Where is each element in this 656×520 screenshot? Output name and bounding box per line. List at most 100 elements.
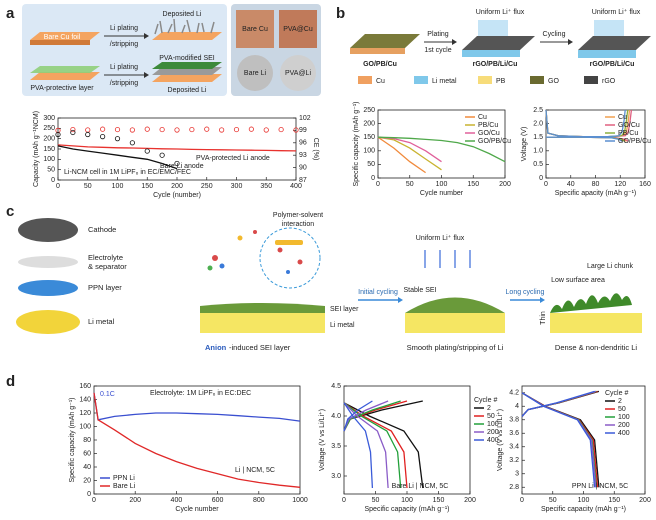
annotation: 0.1C [100, 391, 115, 398]
separator [18, 256, 78, 268]
label: Bare Cu [242, 26, 268, 33]
li-edge [578, 50, 636, 58]
y-tick-label: 100 [363, 148, 375, 155]
data-line [93, 392, 301, 488]
label: rGO [602, 78, 616, 85]
x-tick-label: 120 [614, 181, 626, 188]
li-slab [200, 313, 325, 333]
panel-a-diagram: Deposited Li Bare Cu foil Li plating /st… [22, 4, 321, 96]
x-tick-label: 150 [467, 181, 479, 188]
legend-label: GO/PB/Cu [478, 138, 511, 145]
annotation: Electrolyte: 1M LiPF₆ in EC:DEC [150, 390, 251, 397]
cu-foil [30, 72, 100, 80]
y-tick-label: 40 [83, 464, 91, 471]
y-tick-label: 200 [363, 120, 375, 127]
y-axis-label: Capacity (mAh g⁻¹NCM) [33, 111, 40, 187]
data-point [55, 131, 61, 138]
label: PVA-modified SEI [159, 55, 215, 62]
data-point [248, 126, 254, 132]
swatch [358, 76, 372, 84]
x-tick-label: 40 [567, 181, 575, 188]
y-tick-label: 3.0 [331, 473, 341, 480]
label: Deposited Li [168, 87, 207, 94]
x-tick-label: 150 [433, 497, 445, 504]
y2-tick-label: 87 [299, 177, 307, 184]
x-tick-label: 200 [499, 181, 511, 188]
y-tick-label: 0 [539, 175, 543, 182]
y-tick-label: 0 [371, 175, 375, 182]
data-point [174, 160, 180, 167]
cathode [18, 218, 78, 242]
label: Initial cycling [358, 289, 398, 296]
polymer [275, 240, 303, 245]
y-tick-label: 3 [515, 471, 519, 478]
label: /stripping [110, 80, 139, 87]
data-point [100, 126, 106, 132]
x-tick-label: 50 [549, 497, 557, 504]
legend-label: PB/Cu [478, 122, 498, 129]
flux [478, 20, 508, 36]
x-tick-label: 200 [464, 497, 476, 504]
data-point [204, 126, 210, 132]
photo-pva-li [280, 55, 316, 91]
label: Cycling [543, 31, 566, 38]
label: PVA@Cu [283, 26, 313, 33]
y-tick-label: 200 [43, 136, 55, 143]
x-tick-label: 0 [520, 497, 524, 504]
data-point [70, 126, 76, 133]
legend-label: 100 [487, 421, 499, 428]
x-tick-label: 50 [84, 183, 92, 190]
legend-label: Cu [618, 114, 627, 121]
legend-label: Cu [478, 114, 487, 121]
label: Polymer-solvent [273, 212, 323, 219]
x-tick-label: 150 [608, 497, 620, 504]
photo-pva-cu [279, 10, 317, 48]
x-tick-label: 350 [260, 183, 272, 190]
y-tick-label: 4.5 [331, 383, 341, 390]
li-slab [405, 313, 505, 333]
label: Li plating [110, 25, 138, 32]
data-point [174, 127, 180, 133]
label: interaction [282, 221, 314, 228]
annotation: PVA-protected Li anode [196, 155, 270, 162]
swatch [478, 76, 492, 84]
label: Low surface area [551, 277, 605, 284]
data-point [70, 129, 76, 136]
pva-sei [152, 62, 222, 69]
y-tick-label: 100 [79, 423, 91, 430]
y2-tick-label: 102 [299, 115, 311, 122]
legend-label: 200 [618, 422, 630, 429]
legend-title: Cycle # [605, 390, 628, 397]
y-tick-label: 2.8 [509, 484, 519, 491]
label: Stable SEI [403, 287, 436, 294]
li-metal [16, 310, 80, 334]
arrow-head [144, 33, 149, 39]
x-tick-label: 300 [231, 183, 243, 190]
data-point [114, 126, 121, 133]
y-tick-label: 4.0 [331, 413, 341, 420]
y-tick-label: 0.5 [533, 161, 543, 168]
dendrites [154, 18, 215, 35]
data-point [293, 127, 299, 133]
ppn-layer [18, 280, 78, 296]
legend-label: GO/Cu [618, 122, 640, 129]
x-tick-label: 400 [171, 497, 183, 504]
arrow-head [452, 39, 457, 45]
x-axis-label: Specific capacity (mAh g⁻¹) [365, 506, 450, 513]
li-edge [462, 50, 520, 57]
li-slab [550, 313, 642, 333]
legend-label: 400 [618, 430, 630, 437]
rgo-layer [578, 36, 651, 50]
x-tick-label: 0 [56, 183, 60, 190]
y2-tick-label: 99 [299, 127, 307, 134]
label: Bare Cu foil [44, 34, 81, 41]
cu-foil [152, 32, 222, 40]
legend-label: 400 [487, 437, 499, 444]
sei [200, 303, 325, 313]
legend-label: 50 [487, 413, 495, 420]
swatch [414, 76, 428, 84]
panel-c-diagram: Cathode Electrolyte & separator PPN laye… [16, 212, 642, 352]
x-tick-label: 200 [639, 497, 651, 504]
arrow-head [568, 39, 573, 45]
x-tick-label: 100 [401, 497, 413, 504]
